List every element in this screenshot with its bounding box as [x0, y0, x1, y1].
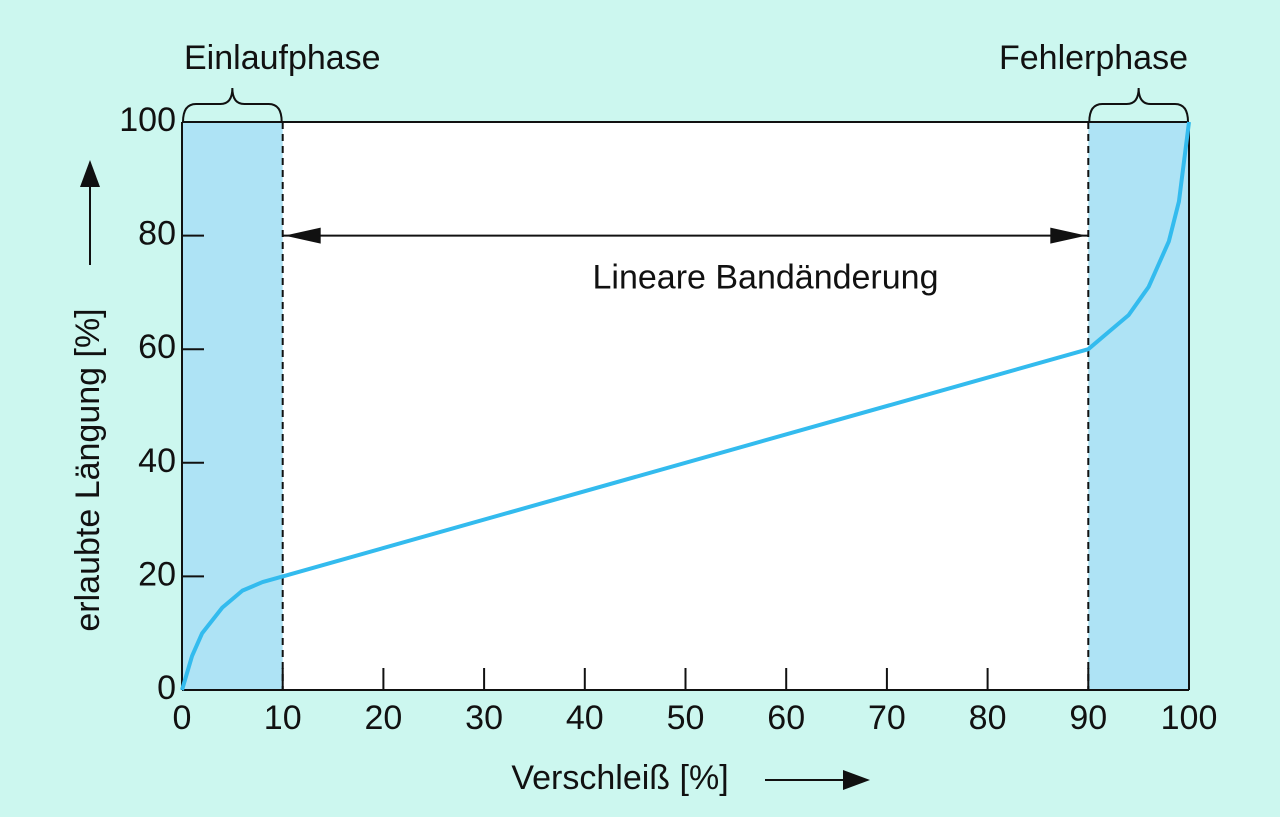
- x-tick-label: 0: [173, 699, 192, 737]
- region: [1088, 122, 1189, 690]
- x-tick-label: 40: [566, 699, 604, 737]
- region-label: Einlaufphase: [184, 39, 381, 77]
- y-tick-label: 0: [157, 669, 176, 707]
- x-axis-label: Verschleiß [%]: [511, 759, 728, 797]
- x-tick-label: 30: [465, 699, 503, 737]
- region-label: Fehlerphase: [999, 39, 1188, 77]
- x-tick-label: 70: [868, 699, 906, 737]
- y-axis-label: erlaubte Längung [%]: [69, 308, 107, 631]
- y-tick-label: 40: [138, 442, 176, 480]
- y-tick-label: 60: [138, 328, 176, 366]
- x-tick-label: 50: [667, 699, 705, 737]
- x-tick-label: 20: [364, 699, 402, 737]
- plot-area: [182, 122, 1189, 690]
- brace: [1088, 87, 1189, 123]
- y-tick-label: 80: [138, 215, 176, 253]
- x-tick-label: 90: [1069, 699, 1107, 737]
- y-tick-label: 100: [119, 101, 176, 139]
- data-line: [180, 121, 1191, 691]
- x-tick-label: 100: [1161, 699, 1218, 737]
- x-axis-arrowhead: [843, 770, 870, 790]
- y-axis-arrowhead: [80, 160, 100, 187]
- range-label: Lineare Bandänderung: [593, 259, 939, 297]
- arrowhead: [1050, 227, 1087, 244]
- brace: [182, 87, 283, 123]
- marks: Einlaufphase Fehlerphase 0 10 20 30 40 50 60 70 80…: [119, 39, 1217, 737]
- x-tick-label: 80: [969, 699, 1007, 737]
- region: [182, 122, 283, 690]
- y-tick-label: 20: [138, 555, 176, 593]
- arrowhead: [284, 227, 321, 244]
- x-tick-label: 60: [767, 699, 805, 737]
- x-tick-label: 10: [264, 699, 302, 737]
